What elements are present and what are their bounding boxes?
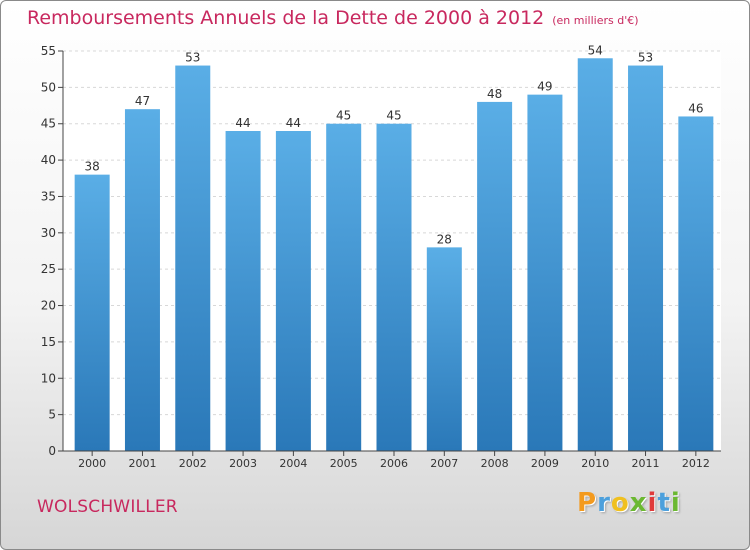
x-tick-label: 2010 (581, 457, 609, 470)
bar-2012 (678, 116, 714, 452)
value-label: 38 (85, 160, 100, 174)
x-tick-label: 2005 (330, 457, 358, 470)
chart-title-text: Remboursements Annuels de la Dette de 20… (27, 7, 545, 29)
chart-subtitle: (en milliers d'€) (552, 14, 639, 27)
y-tick-label: 55 (41, 44, 56, 58)
y-tick-label: 20 (41, 299, 56, 313)
y-tick-label: 0 (48, 444, 56, 458)
bar-2001 (124, 109, 160, 451)
logo-letter: i (647, 488, 658, 518)
y-tick-label: 15 (41, 335, 56, 349)
logo-letter: t (657, 488, 671, 518)
x-tick-label: 2004 (279, 457, 307, 470)
x-tick-label: 2002 (179, 457, 207, 470)
x-tick-label: 2008 (481, 457, 509, 470)
x-tick-label: 2001 (128, 457, 156, 470)
value-label: 28 (437, 232, 452, 246)
value-label: 45 (336, 109, 351, 123)
value-label: 53 (185, 51, 200, 65)
x-tick-label: 2000 (78, 457, 106, 470)
bar-2005 (326, 123, 362, 452)
bar-2004 (275, 131, 311, 451)
bar-2000 (74, 174, 110, 452)
labels-group: 0 5 10 15 20 25 30 35 40 45 50 55 38 2000 47 2001 53 2002… (41, 43, 710, 470)
y-tick-label: 45 (41, 117, 56, 131)
bars-group (74, 58, 714, 452)
y-tick-label: 40 (41, 153, 56, 167)
bar-2009 (527, 94, 563, 452)
y-tick-label: 10 (41, 371, 56, 385)
x-tick-label: 2007 (430, 457, 458, 470)
y-tick-label: 5 (48, 408, 56, 422)
x-tick-label: 2006 (380, 457, 408, 470)
x-tick-label: 2003 (229, 457, 257, 470)
bar-2003 (225, 131, 261, 451)
bar-2006 (376, 123, 412, 452)
value-label: 47 (135, 94, 150, 108)
axes-group (58, 50, 721, 456)
logo-letter: o (610, 488, 630, 518)
bar-2002 (175, 65, 211, 451)
value-label: 45 (386, 109, 401, 123)
value-label: 46 (688, 101, 703, 115)
y-tick-label: 35 (41, 189, 56, 203)
x-tick-label: 2009 (531, 457, 559, 470)
logo-letter: P (577, 488, 598, 518)
bar-2007 (426, 247, 462, 451)
value-label: 44 (286, 116, 301, 130)
bar-2011 (628, 65, 664, 451)
value-label: 48 (487, 87, 502, 101)
logo-letter: x (629, 488, 648, 518)
value-label: 44 (235, 116, 250, 130)
bar-2010 (577, 58, 613, 451)
x-tick-label: 2011 (632, 457, 660, 470)
y-tick-label: 50 (41, 80, 56, 94)
logo-letter: r (597, 488, 611, 518)
logo-letter: i (670, 488, 681, 518)
y-tick-label: 25 (41, 262, 56, 276)
value-label: 53 (638, 51, 653, 65)
bar-2008 (477, 101, 513, 451)
commune-name: WOLSCHWILLER (37, 497, 178, 517)
proxiti-logo: Proxiti (577, 488, 681, 518)
value-label: 49 (537, 80, 552, 94)
y-tick-label: 30 (41, 226, 56, 240)
value-label: 54 (588, 43, 603, 57)
x-tick-label: 2012 (682, 457, 710, 470)
chart-title: Remboursements Annuels de la Dette de 20… (27, 7, 639, 29)
